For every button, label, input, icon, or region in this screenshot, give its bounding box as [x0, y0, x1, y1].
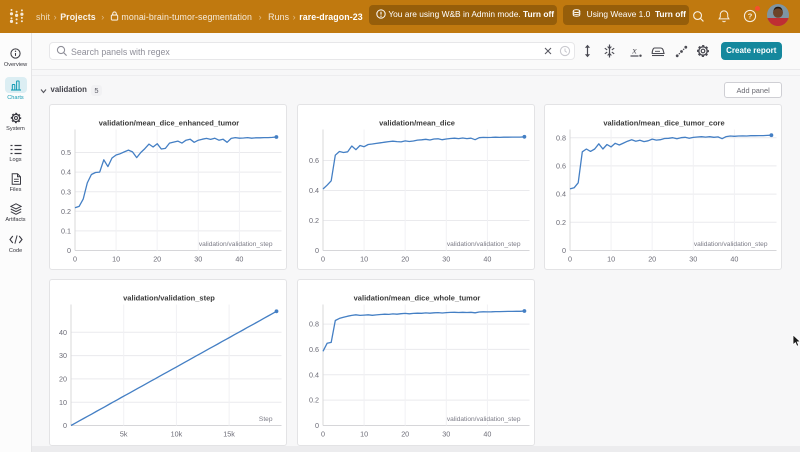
svg-text:10: 10	[360, 254, 368, 263]
svg-text:validation/mean_dice_tumor_cor: validation/mean_dice_tumor_core	[604, 118, 725, 127]
svg-text:0.4: 0.4	[309, 186, 319, 195]
svg-text:10: 10	[112, 254, 120, 263]
svg-text:validation/mean_dice_enhanced_: validation/mean_dice_enhanced_tumor	[99, 118, 240, 127]
svg-text:validation/mean_dice: validation/mean_dice	[379, 118, 455, 127]
svg-text:Step: Step	[259, 416, 273, 423]
svg-text:0: 0	[63, 421, 67, 430]
svg-text:0: 0	[67, 246, 71, 255]
svg-text:20: 20	[648, 254, 656, 263]
svg-text:0: 0	[562, 246, 566, 255]
svg-text:0.2: 0.2	[309, 396, 319, 405]
svg-text:0.5: 0.5	[61, 148, 71, 157]
svg-text:0: 0	[315, 421, 319, 430]
svg-text:30: 30	[442, 254, 450, 263]
svg-text:20: 20	[59, 375, 67, 384]
svg-text:0.4: 0.4	[309, 371, 319, 380]
svg-text:40: 40	[59, 328, 67, 337]
svg-text:0.8: 0.8	[309, 320, 319, 329]
svg-text:0: 0	[321, 430, 325, 439]
svg-text:validation/validation_step: validation/validation_step	[123, 294, 215, 303]
svg-text:10k: 10k	[171, 430, 183, 439]
svg-text:0.2: 0.2	[61, 206, 71, 215]
svg-text:40: 40	[731, 254, 739, 263]
svg-text:0.3: 0.3	[61, 187, 71, 196]
svg-text:0: 0	[315, 246, 319, 255]
svg-text:x: x	[631, 46, 637, 56]
svg-text:20: 20	[401, 254, 409, 263]
svg-text:30: 30	[59, 351, 67, 360]
svg-text:0.6: 0.6	[309, 345, 319, 354]
svg-text:0.6: 0.6	[556, 161, 566, 170]
svg-text:0.6: 0.6	[309, 156, 319, 165]
svg-text:40: 40	[483, 254, 491, 263]
svg-text:10: 10	[360, 430, 368, 439]
svg-text:30: 30	[442, 430, 450, 439]
svg-text:0.2: 0.2	[556, 217, 566, 226]
svg-text:validation/validation_step: validation/validation_step	[199, 241, 273, 248]
svg-text:15k: 15k	[224, 430, 236, 439]
svg-text:20: 20	[153, 254, 161, 263]
svg-text:10: 10	[59, 398, 67, 407]
svg-text:20: 20	[401, 430, 409, 439]
svg-text:5k: 5k	[120, 430, 128, 439]
svg-text:40: 40	[236, 254, 244, 263]
svg-text:0.4: 0.4	[556, 189, 566, 198]
svg-text:0.4: 0.4	[61, 167, 71, 176]
svg-text:validation/mean_dice_whole_tum: validation/mean_dice_whole_tumor	[354, 294, 481, 303]
svg-text:?: ?	[748, 12, 753, 21]
svg-text:10: 10	[607, 254, 615, 263]
svg-text:0.2: 0.2	[309, 216, 319, 225]
svg-text:validation/validation_step: validation/validation_step	[447, 241, 521, 248]
svg-text:30: 30	[690, 254, 698, 263]
svg-text:0: 0	[568, 254, 572, 263]
svg-text:30: 30	[195, 254, 203, 263]
svg-text:0.8: 0.8	[556, 133, 566, 142]
svg-text:0: 0	[73, 254, 77, 263]
svg-text:0.1: 0.1	[61, 226, 71, 235]
svg-text:validation/validation_step: validation/validation_step	[447, 416, 521, 423]
svg-text:validation/validation_step: validation/validation_step	[694, 241, 768, 248]
svg-text:0: 0	[321, 254, 325, 263]
svg-text:40: 40	[483, 430, 491, 439]
